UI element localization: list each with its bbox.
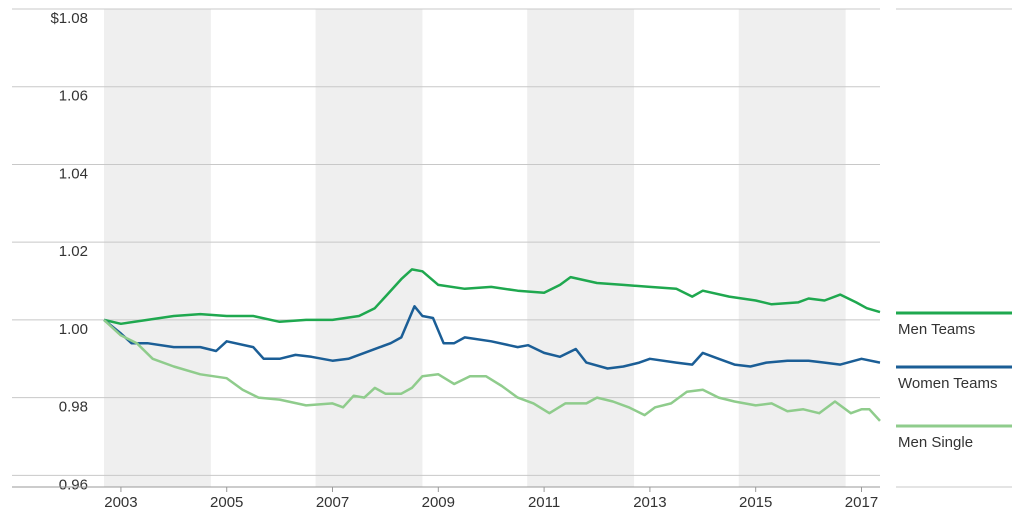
y-tick-label: 1.06 xyxy=(59,88,88,105)
series-line xyxy=(103,268,881,326)
y-tick-label: 0.96 xyxy=(59,476,88,493)
series-line xyxy=(103,318,881,422)
x-tick-label: 2013 xyxy=(633,494,666,511)
y-tick-label: 1.02 xyxy=(59,243,88,260)
band xyxy=(738,9,846,487)
band xyxy=(104,9,211,487)
y-tick-label: 0.98 xyxy=(59,399,88,416)
x-tick-label: 2015 xyxy=(739,494,772,511)
x-tick-label: 2011 xyxy=(528,494,560,511)
band xyxy=(315,9,423,487)
y-tick-label: 1.04 xyxy=(59,165,88,182)
y-tick-label: $1.08 xyxy=(50,10,88,27)
series-line xyxy=(103,305,881,370)
legend-label: Men Teams xyxy=(898,321,975,338)
legend-label: Women Teams xyxy=(898,375,998,392)
x-tick-label: 2005 xyxy=(210,494,243,511)
x-tick-label: 2003 xyxy=(104,494,137,511)
x-tick-label: 2007 xyxy=(316,494,349,511)
legend-label: Men Single xyxy=(898,434,973,451)
x-tick-label: 2017 xyxy=(845,494,878,511)
x-tick-label: 2009 xyxy=(422,494,455,511)
band xyxy=(527,9,635,487)
y-tick-label: 1.00 xyxy=(59,321,88,338)
